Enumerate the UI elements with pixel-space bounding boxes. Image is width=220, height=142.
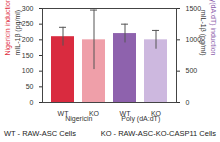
svg-text:0: 0 xyxy=(30,99,34,106)
svg-text:50: 50 xyxy=(26,83,34,90)
html-text:WT - RAW-ASC Cells: WT - RAW-ASC Cells xyxy=(4,129,76,138)
html-text:KO - RAW-ASC-KO-CASP11 Cells: KO - RAW-ASC-KO-CASP11 Cells xyxy=(100,129,216,138)
svg-text:300: 300 xyxy=(22,5,34,12)
svg-text:200: 200 xyxy=(22,36,34,43)
svg-text:KO: KO xyxy=(88,110,100,118)
svg-text:WT: WT xyxy=(57,110,69,118)
svg-text:500: 500 xyxy=(186,67,198,74)
svg-text:1500: 1500 xyxy=(186,5,202,12)
svg-text:Nigericin induction: Nigericin induction xyxy=(4,0,12,56)
svg-text:150: 150 xyxy=(22,52,34,59)
svg-text:Poly(dA:dT) induction: Poly(dA:dT) induction xyxy=(209,0,217,56)
svg-text:0: 0 xyxy=(186,99,190,106)
svg-text:Nigericin: Nigericin xyxy=(65,115,92,123)
svg-text:250: 250 xyxy=(22,20,34,27)
svg-text:mIL-1β (pg/ml): mIL-1β (pg/ml) xyxy=(14,10,22,56)
svg-text:1000: 1000 xyxy=(186,36,202,43)
svg-text:Poly (dA:dT): Poly (dA:dT) xyxy=(121,115,160,123)
svg-text:100: 100 xyxy=(22,67,34,74)
svg-text:mIL-1β (pg/ml): mIL-1β (pg/ml) xyxy=(199,10,207,56)
